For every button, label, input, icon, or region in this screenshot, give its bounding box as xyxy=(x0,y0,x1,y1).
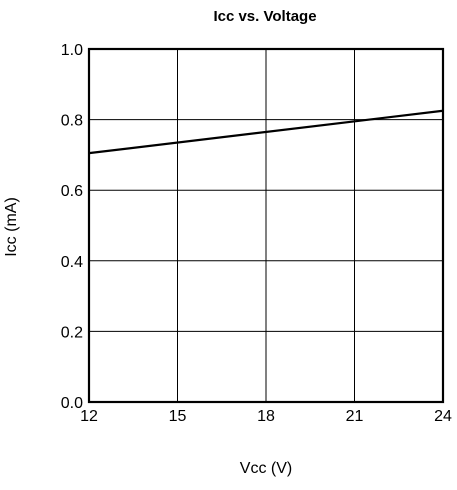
y-tick-label: 0.4 xyxy=(61,254,83,271)
y-axis-label: Icc (mA) xyxy=(3,197,20,257)
y-tick-label: 1.0 xyxy=(61,42,83,59)
x-tick-labels: 12 15 18 21 24 xyxy=(80,408,452,425)
y-tick-labels: 0.0 0.2 0.4 0.6 0.8 1.0 xyxy=(61,42,83,412)
grid xyxy=(89,49,443,402)
x-tick-label: 24 xyxy=(434,408,452,425)
x-tick-label: 21 xyxy=(346,408,364,425)
series-group xyxy=(88,109,444,155)
y-tick-label: 0.0 xyxy=(61,395,83,412)
x-tick-label: 18 xyxy=(257,408,275,425)
y-tick-label: 0.2 xyxy=(61,324,83,341)
x-tick-label: 12 xyxy=(80,408,98,425)
y-tick-label: 0.8 xyxy=(61,113,83,130)
y-tick-label: 0.6 xyxy=(61,183,83,200)
plot-frame xyxy=(87,47,445,404)
x-tick-label: 15 xyxy=(169,408,187,425)
chart-title: Icc vs. Voltage xyxy=(213,8,316,25)
x-axis-label: Vcc (V) xyxy=(240,460,292,477)
series-line xyxy=(88,109,444,155)
